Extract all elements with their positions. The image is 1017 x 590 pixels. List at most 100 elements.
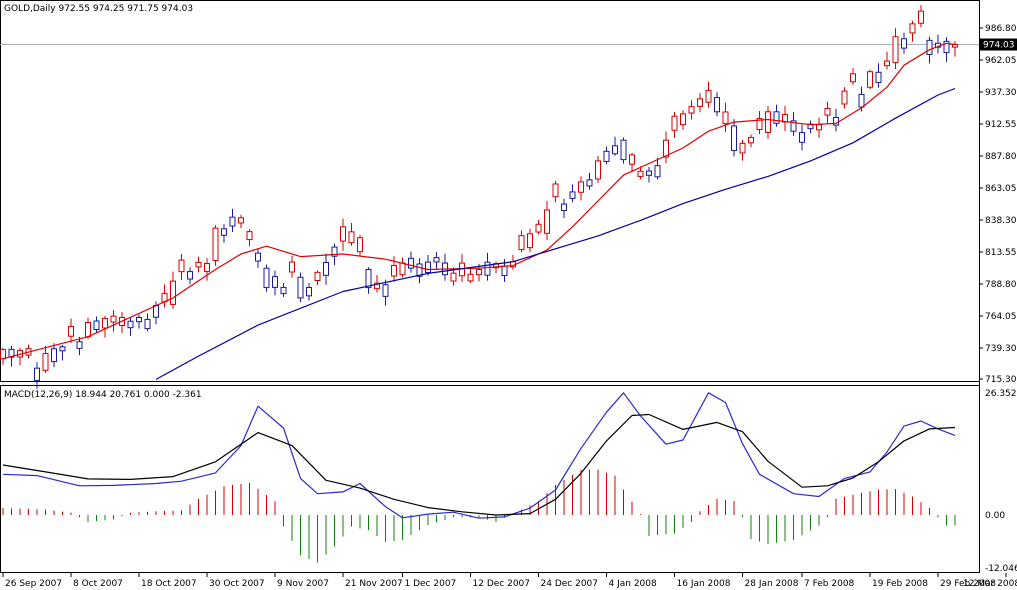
candle xyxy=(773,104,780,127)
candle-body xyxy=(824,107,831,116)
candle xyxy=(569,184,576,203)
candle-body xyxy=(187,271,193,280)
candle-body xyxy=(569,191,576,199)
candle-body xyxy=(348,231,355,244)
candle-body xyxy=(705,89,712,103)
candle xyxy=(289,256,295,278)
macd-tick-label: -12.046 xyxy=(985,564,1017,574)
candle-body xyxy=(365,268,372,289)
date-tick-label: 29 Feb 2008 xyxy=(940,579,996,589)
macd-histogram xyxy=(2,469,956,563)
candle xyxy=(586,172,593,190)
candle xyxy=(34,362,40,389)
candle xyxy=(918,5,924,28)
candle xyxy=(51,343,57,368)
candle xyxy=(170,271,176,309)
candle xyxy=(935,34,941,54)
candle xyxy=(952,41,958,57)
candle xyxy=(807,120,814,134)
candle xyxy=(102,315,108,338)
candle xyxy=(850,68,856,85)
candle-body xyxy=(382,284,389,297)
candle xyxy=(790,112,797,136)
price-tick-label: 863.05 xyxy=(985,184,1017,194)
candle-body xyxy=(357,237,363,253)
candle-body xyxy=(450,272,457,282)
candle xyxy=(518,230,525,253)
price-axis: 986.80 962.05 937.30 912.55 887.80 863.05 838.… xyxy=(979,24,1017,385)
candle xyxy=(595,156,601,183)
candle xyxy=(93,316,100,334)
date-tick-label: 19 Feb 2008 xyxy=(872,579,928,589)
candle xyxy=(255,248,261,268)
candle-body xyxy=(272,276,278,288)
price-tick-label: 715.30 xyxy=(985,375,1017,385)
candle xyxy=(722,102,729,132)
candle xyxy=(705,81,712,108)
macd-panel-frame xyxy=(0,385,980,573)
candle xyxy=(875,63,882,88)
candle xyxy=(136,314,142,329)
candle-body xyxy=(629,154,635,165)
candle-body xyxy=(552,183,559,198)
candle-body xyxy=(688,106,695,114)
candle xyxy=(323,253,329,285)
candle-body xyxy=(195,261,202,268)
candle xyxy=(416,258,423,284)
candle-body xyxy=(680,113,686,126)
candle-body xyxy=(918,10,924,24)
candle xyxy=(110,310,117,332)
candle-body xyxy=(943,40,950,54)
candle xyxy=(382,279,389,306)
candle-body xyxy=(612,145,618,155)
candle xyxy=(561,198,567,219)
candle-body xyxy=(646,170,652,176)
candle xyxy=(408,251,414,273)
date-tick-label: 16 Jan 2008 xyxy=(677,579,731,589)
candle xyxy=(42,345,49,373)
candle-body xyxy=(578,181,584,193)
candle xyxy=(161,284,168,308)
date-axis: 26 Sep 2007 8 Oct 2007 18 Oct 2007 30 Oct 2… xyxy=(2,573,1017,589)
candle-body xyxy=(0,349,6,360)
macd-line xyxy=(2,392,956,519)
candle-body xyxy=(425,261,431,274)
date-tick-label: 26 Sep 2007 xyxy=(5,579,62,589)
candle xyxy=(663,131,669,164)
candle-body xyxy=(76,341,83,349)
candle-body xyxy=(416,263,423,277)
price-tick-label: 813.55 xyxy=(985,248,1017,258)
candle xyxy=(212,225,219,266)
candle-body xyxy=(756,118,763,131)
candle-body xyxy=(331,246,338,257)
candle xyxy=(909,20,916,42)
current-price-text: 974.03 xyxy=(983,41,1015,51)
candle xyxy=(59,344,66,361)
candle-body xyxy=(8,348,15,358)
candle xyxy=(629,152,635,173)
candle xyxy=(280,283,287,297)
price-tick-label: 912.55 xyxy=(985,120,1017,130)
candle xyxy=(119,312,125,334)
candle-body xyxy=(263,267,270,289)
candle-body xyxy=(561,203,567,212)
candle xyxy=(0,347,6,365)
candle-body xyxy=(595,160,601,180)
candle xyxy=(680,110,686,130)
candle-body xyxy=(178,259,185,273)
candle-body xyxy=(697,98,703,107)
candle-body xyxy=(816,124,822,131)
candlesticks xyxy=(0,5,958,389)
candle xyxy=(442,253,448,281)
price-tick-label: 838.30 xyxy=(985,216,1017,226)
candle-body xyxy=(255,252,261,262)
candle-body xyxy=(314,271,321,281)
candle xyxy=(799,124,805,151)
candle-body xyxy=(102,317,108,329)
candle xyxy=(646,166,652,183)
candle-body xyxy=(399,262,406,276)
candle xyxy=(748,134,754,148)
slow-moving-average-line xyxy=(155,87,956,380)
candle-body xyxy=(246,231,253,241)
